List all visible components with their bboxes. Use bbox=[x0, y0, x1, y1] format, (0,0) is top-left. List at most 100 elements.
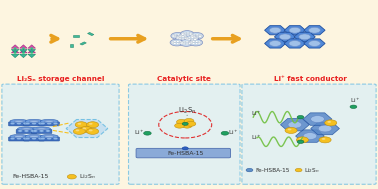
Circle shape bbox=[289, 27, 301, 33]
Circle shape bbox=[309, 41, 320, 46]
FancyBboxPatch shape bbox=[242, 84, 376, 184]
Text: Li$^+$: Li$^+$ bbox=[251, 109, 262, 118]
Polygon shape bbox=[11, 54, 19, 58]
Circle shape bbox=[38, 137, 43, 140]
Circle shape bbox=[25, 137, 30, 140]
Text: Fe-HSBA-15: Fe-HSBA-15 bbox=[167, 151, 203, 156]
Circle shape bbox=[181, 34, 184, 35]
Circle shape bbox=[189, 42, 192, 44]
Circle shape bbox=[32, 122, 36, 125]
Circle shape bbox=[170, 39, 184, 46]
Ellipse shape bbox=[25, 119, 43, 123]
Circle shape bbox=[186, 34, 189, 36]
Circle shape bbox=[350, 105, 357, 108]
Circle shape bbox=[186, 121, 196, 126]
Circle shape bbox=[18, 130, 22, 132]
Circle shape bbox=[172, 35, 175, 36]
Circle shape bbox=[181, 36, 184, 37]
Circle shape bbox=[195, 41, 198, 42]
FancyBboxPatch shape bbox=[24, 137, 44, 141]
Circle shape bbox=[194, 39, 197, 40]
Circle shape bbox=[196, 36, 199, 38]
Circle shape bbox=[144, 131, 151, 135]
Circle shape bbox=[22, 52, 25, 54]
Circle shape bbox=[32, 137, 36, 140]
Polygon shape bbox=[20, 45, 27, 48]
Circle shape bbox=[295, 168, 302, 172]
Circle shape bbox=[296, 137, 308, 143]
Polygon shape bbox=[88, 33, 94, 36]
Circle shape bbox=[73, 128, 85, 134]
Text: Li₂Sₙ storage channel: Li₂Sₙ storage channel bbox=[17, 76, 104, 82]
Circle shape bbox=[189, 39, 203, 46]
Circle shape bbox=[198, 34, 201, 36]
Text: Li⁺ fast conductor: Li⁺ fast conductor bbox=[274, 76, 346, 82]
Circle shape bbox=[53, 137, 58, 140]
Circle shape bbox=[181, 35, 184, 37]
Ellipse shape bbox=[17, 127, 36, 131]
Circle shape bbox=[23, 122, 28, 125]
Ellipse shape bbox=[25, 135, 43, 138]
Text: Li$_2$S$_n$: Li$_2$S$_n$ bbox=[304, 166, 320, 175]
Circle shape bbox=[190, 41, 193, 43]
Circle shape bbox=[183, 32, 186, 34]
Circle shape bbox=[182, 123, 192, 128]
Circle shape bbox=[89, 123, 93, 125]
Ellipse shape bbox=[37, 128, 46, 130]
Circle shape bbox=[303, 133, 317, 139]
Circle shape bbox=[25, 122, 30, 125]
FancyBboxPatch shape bbox=[24, 122, 44, 126]
Circle shape bbox=[198, 36, 201, 37]
Polygon shape bbox=[20, 54, 27, 58]
Circle shape bbox=[23, 137, 28, 140]
Circle shape bbox=[80, 126, 92, 132]
Circle shape bbox=[177, 37, 180, 39]
Circle shape bbox=[192, 43, 195, 44]
Circle shape bbox=[194, 37, 197, 39]
Circle shape bbox=[288, 121, 302, 128]
Circle shape bbox=[190, 33, 203, 39]
Circle shape bbox=[318, 125, 332, 132]
Circle shape bbox=[288, 129, 291, 130]
Circle shape bbox=[200, 35, 203, 37]
Circle shape bbox=[40, 137, 45, 140]
Text: Fe-HSBA-15: Fe-HSBA-15 bbox=[12, 174, 48, 179]
Circle shape bbox=[184, 38, 187, 39]
Circle shape bbox=[198, 41, 201, 43]
Circle shape bbox=[297, 115, 304, 119]
Circle shape bbox=[39, 130, 44, 132]
Circle shape bbox=[186, 32, 189, 34]
FancyBboxPatch shape bbox=[39, 137, 59, 141]
Ellipse shape bbox=[40, 119, 58, 123]
Circle shape bbox=[186, 38, 189, 40]
Polygon shape bbox=[11, 50, 19, 53]
Circle shape bbox=[33, 130, 37, 132]
Circle shape bbox=[179, 41, 182, 43]
Circle shape bbox=[181, 42, 184, 43]
Circle shape bbox=[191, 36, 194, 37]
Circle shape bbox=[196, 34, 199, 36]
Circle shape bbox=[171, 42, 174, 44]
Circle shape bbox=[188, 39, 191, 40]
Circle shape bbox=[47, 122, 51, 125]
Circle shape bbox=[89, 129, 93, 131]
Circle shape bbox=[180, 36, 183, 37]
Circle shape bbox=[270, 41, 281, 46]
Polygon shape bbox=[11, 45, 19, 48]
Circle shape bbox=[180, 31, 194, 37]
Circle shape bbox=[181, 38, 184, 40]
Circle shape bbox=[174, 36, 177, 38]
Circle shape bbox=[185, 37, 188, 39]
Ellipse shape bbox=[10, 119, 28, 123]
Circle shape bbox=[285, 127, 297, 133]
Circle shape bbox=[177, 34, 180, 36]
Polygon shape bbox=[28, 50, 36, 53]
Text: Catalytic site: Catalytic site bbox=[157, 76, 211, 82]
Circle shape bbox=[175, 123, 184, 128]
Circle shape bbox=[192, 41, 195, 42]
Circle shape bbox=[53, 122, 58, 125]
Polygon shape bbox=[20, 50, 27, 53]
Ellipse shape bbox=[40, 135, 58, 138]
Circle shape bbox=[246, 168, 253, 172]
FancyBboxPatch shape bbox=[16, 129, 37, 133]
